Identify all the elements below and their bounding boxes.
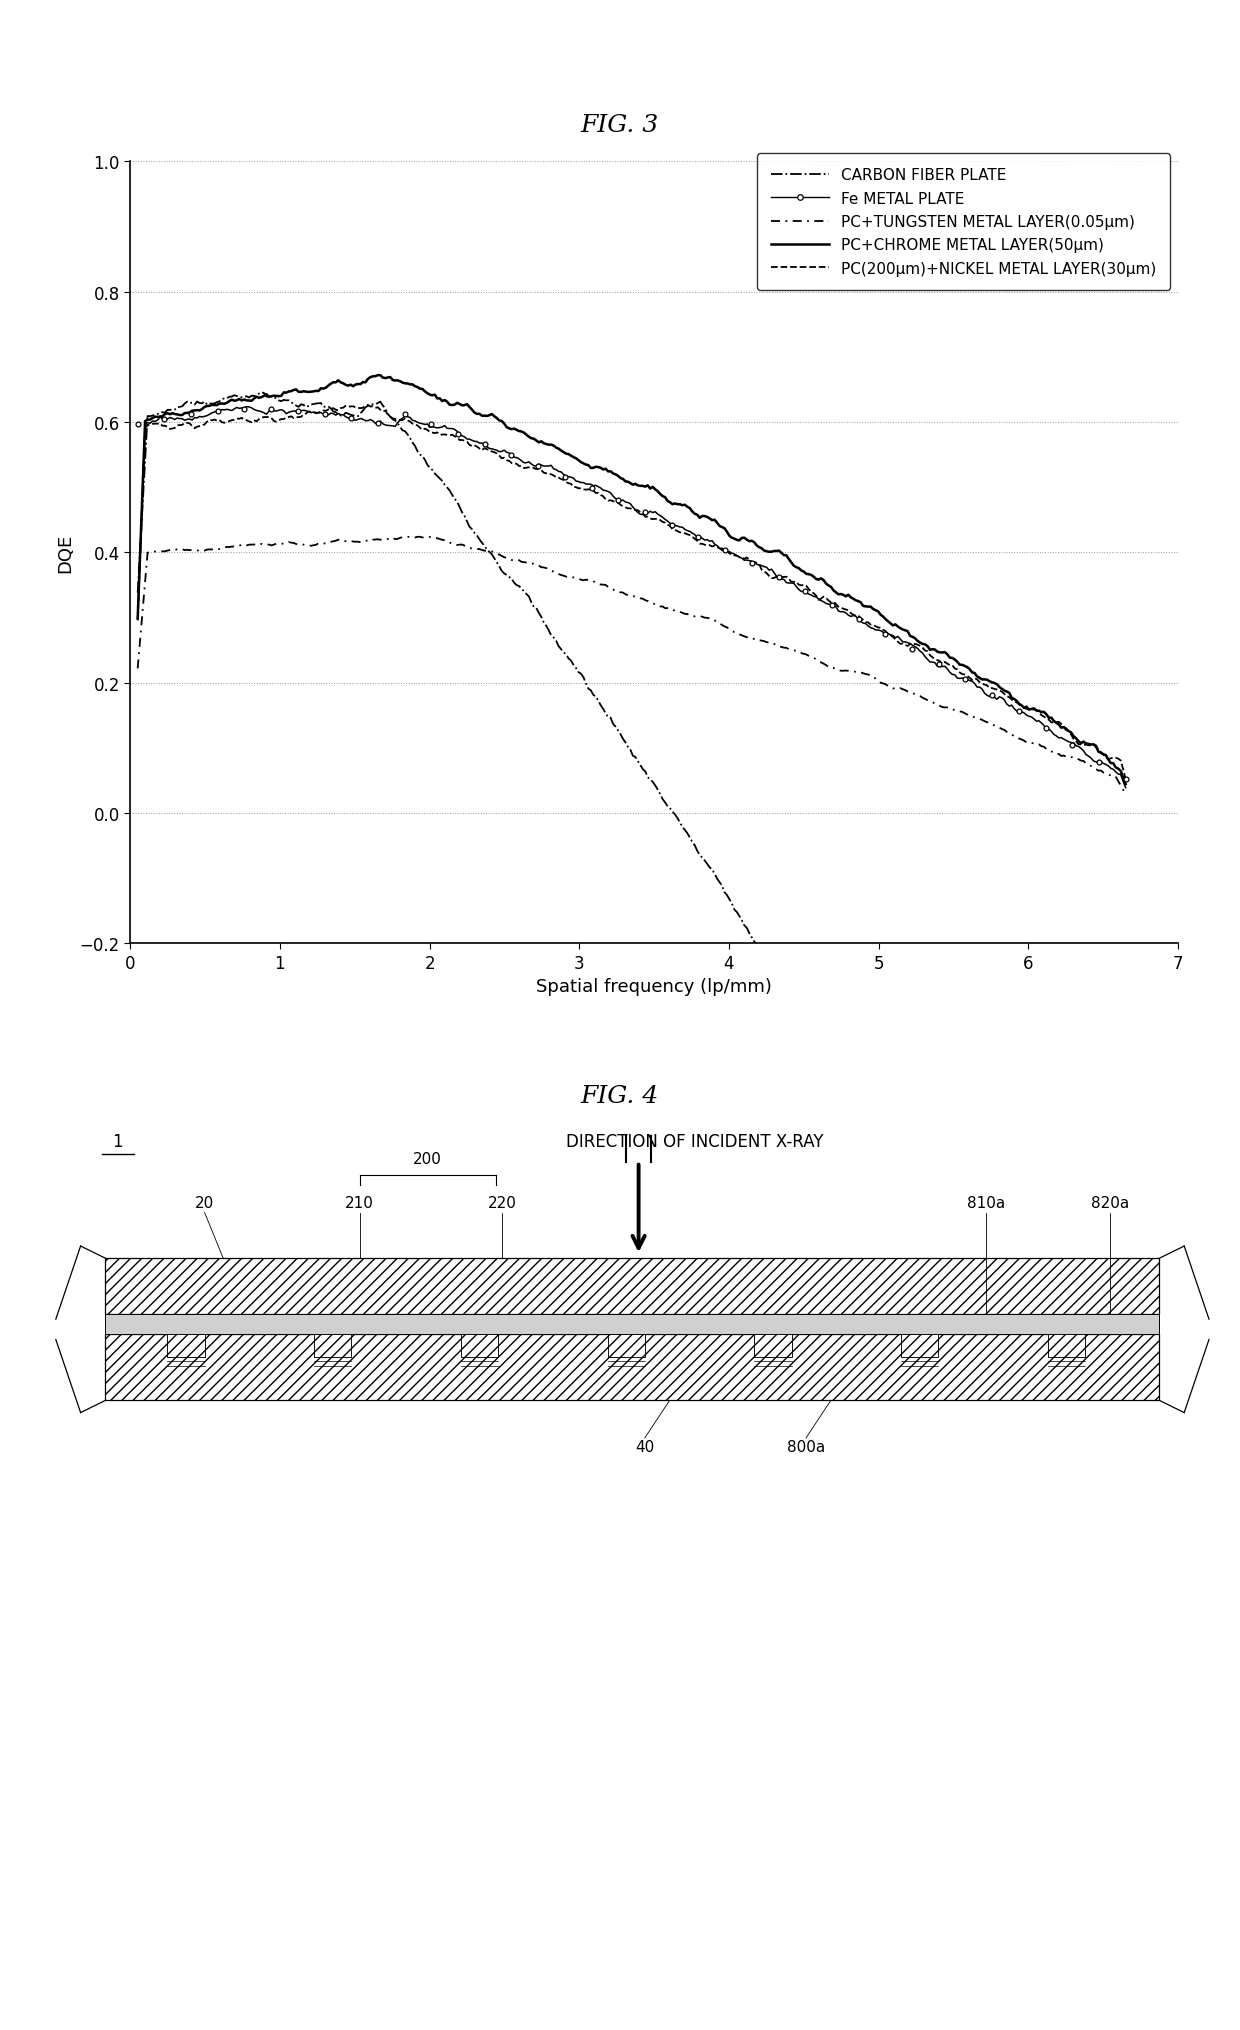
Bar xyxy=(608,1336,645,1356)
Bar xyxy=(105,1336,1159,1401)
Text: 200: 200 xyxy=(413,1151,443,1167)
Text: 210: 210 xyxy=(345,1196,374,1210)
Bar xyxy=(901,1336,939,1356)
Text: 1: 1 xyxy=(113,1133,123,1151)
X-axis label: Spatial frequency (lp/mm): Spatial frequency (lp/mm) xyxy=(536,978,773,997)
Text: 800a: 800a xyxy=(787,1439,825,1453)
Text: DIRECTION OF INCIDENT X-RAY: DIRECTION OF INCIDENT X-RAY xyxy=(565,1133,823,1151)
Text: FIG. 3: FIG. 3 xyxy=(580,114,660,138)
Text: 820a: 820a xyxy=(1091,1196,1128,1210)
Text: 810a: 810a xyxy=(967,1196,1004,1210)
Text: FIG. 4: FIG. 4 xyxy=(580,1084,660,1108)
Text: 40: 40 xyxy=(635,1439,655,1453)
Bar xyxy=(105,1259,1159,1315)
Text: 220: 220 xyxy=(487,1196,517,1210)
Bar xyxy=(105,1315,1159,1336)
Bar xyxy=(314,1336,351,1356)
Bar xyxy=(754,1336,791,1356)
Bar xyxy=(461,1336,498,1356)
Bar xyxy=(167,1336,205,1356)
Bar xyxy=(1048,1336,1085,1356)
Y-axis label: DQE: DQE xyxy=(56,534,74,572)
Text: 20: 20 xyxy=(195,1196,215,1210)
Legend: CARBON FIBER PLATE, Fe METAL PLATE, PC+TUNGSTEN METAL LAYER(0.05μm), PC+CHROME M: CARBON FIBER PLATE, Fe METAL PLATE, PC+T… xyxy=(758,154,1171,290)
